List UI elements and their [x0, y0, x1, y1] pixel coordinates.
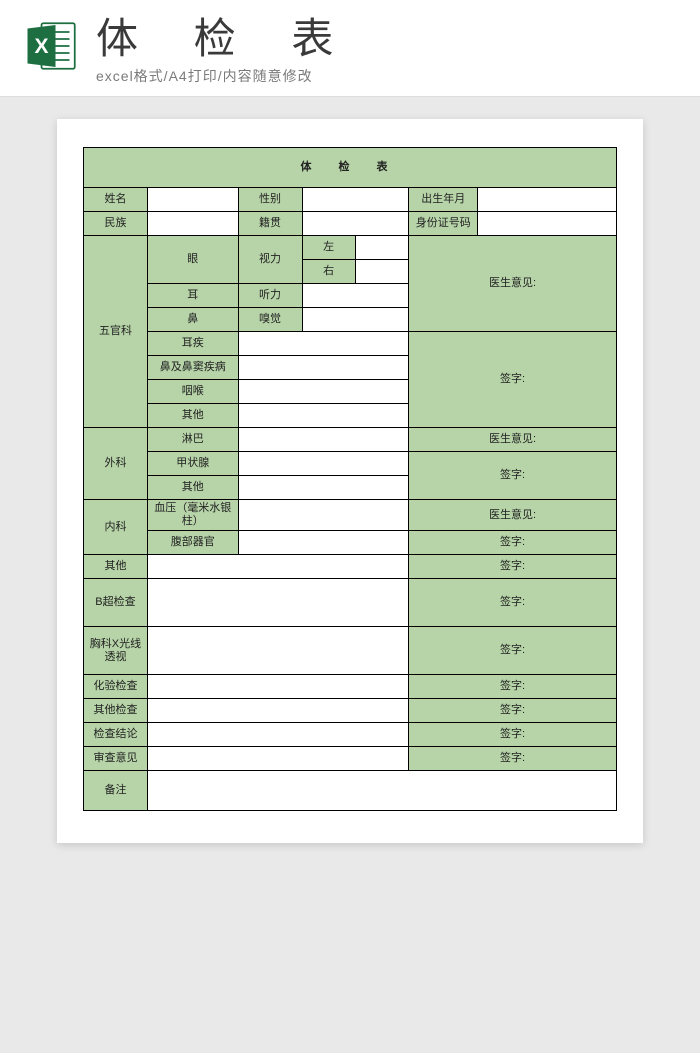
label-internal-doctor: 医生意见:	[409, 500, 617, 531]
medical-exam-table: 体 检 表 姓名 性别 出生年月 民族 籍贯 身份证号码 五官科 眼 视力 左 …	[83, 147, 617, 811]
label-abdomen: 腹部器官	[147, 531, 238, 555]
label-nose-sinus: 鼻及鼻窦疾病	[147, 356, 238, 380]
label-birth: 出生年月	[409, 188, 478, 212]
label-surgery-doctor: 医生意见:	[409, 428, 617, 452]
label-ent-sign: 签字:	[409, 332, 617, 428]
label-conclusion: 检查结论	[84, 723, 148, 747]
form-title: 体 检 表	[84, 148, 617, 188]
label-surgery-other: 其他	[147, 476, 238, 500]
field-lab[interactable]	[147, 675, 408, 699]
field-surgery-other[interactable]	[238, 476, 409, 500]
header-subtitle: excel格式/A4打印/内容随意修改	[96, 66, 676, 86]
field-bp[interactable]	[238, 500, 409, 531]
label-bultra: B超检查	[84, 579, 148, 627]
label-surgery-dept: 外科	[84, 428, 148, 500]
header-title: 体 检 表	[96, 18, 676, 60]
field-idnum[interactable]	[478, 212, 617, 236]
label-ent-doctor: 医生意见:	[409, 236, 617, 332]
field-bultra[interactable]	[147, 579, 408, 627]
label-other-exam: 其他检查	[84, 699, 148, 723]
field-eye-left[interactable]	[355, 236, 408, 260]
label-ent-other: 其他	[147, 404, 238, 428]
form-page: 体 检 表 姓名 性别 出生年月 民族 籍贯 身份证号码 五官科 眼 视力 左 …	[57, 119, 643, 843]
label-smell: 嗅觉	[238, 308, 302, 332]
field-birth[interactable]	[478, 188, 617, 212]
field-abdomen[interactable]	[238, 531, 409, 555]
field-remark[interactable]	[147, 771, 616, 811]
label-conclusion-sign: 签字:	[409, 723, 617, 747]
label-review-sign: 签字:	[409, 747, 617, 771]
label-internal-sign: 签字:	[409, 531, 617, 555]
field-smell[interactable]	[302, 308, 409, 332]
label-eye-right: 右	[302, 260, 355, 284]
field-ear-disease[interactable]	[238, 332, 409, 356]
field-other-exam[interactable]	[147, 699, 408, 723]
label-name: 姓名	[84, 188, 148, 212]
label-bultra-sign: 签字:	[409, 579, 617, 627]
field-sex[interactable]	[302, 188, 409, 212]
field-thyroid[interactable]	[238, 452, 409, 476]
field-name[interactable]	[147, 188, 238, 212]
label-surgery-sign: 签字:	[409, 452, 617, 500]
label-remark: 备注	[84, 771, 148, 811]
field-lymph[interactable]	[238, 428, 409, 452]
label-ent-dept: 五官科	[84, 236, 148, 428]
label-ear-disease: 耳疾	[147, 332, 238, 356]
label-eye-left: 左	[302, 236, 355, 260]
label-review: 审查意见	[84, 747, 148, 771]
label-sex: 性别	[238, 188, 302, 212]
field-ethnic[interactable]	[147, 212, 238, 236]
field-eye-right[interactable]	[355, 260, 408, 284]
field-conclusion[interactable]	[147, 723, 408, 747]
label-ear: 耳	[147, 284, 238, 308]
field-ent-other[interactable]	[238, 404, 409, 428]
label-hearing: 听力	[238, 284, 302, 308]
label-lymph: 淋巴	[147, 428, 238, 452]
label-vision: 视力	[238, 236, 302, 284]
label-other-exam-sign: 签字:	[409, 699, 617, 723]
field-review[interactable]	[147, 747, 408, 771]
label-other: 其他	[84, 555, 148, 579]
field-xray[interactable]	[147, 627, 408, 675]
label-bp: 血压（毫米水银柱）	[147, 500, 238, 531]
excel-icon: X	[24, 18, 80, 74]
svg-text:X: X	[34, 35, 48, 58]
label-lab-sign: 签字:	[409, 675, 617, 699]
field-throat[interactable]	[238, 380, 409, 404]
label-xray: 胸科X光线透视	[84, 627, 148, 675]
label-origin: 籍贯	[238, 212, 302, 236]
label-thyroid: 甲状腺	[147, 452, 238, 476]
label-other-sign: 签字:	[409, 555, 617, 579]
label-idnum: 身份证号码	[409, 212, 478, 236]
label-internal-dept: 内科	[84, 500, 148, 555]
field-other[interactable]	[147, 555, 408, 579]
label-lab: 化验检查	[84, 675, 148, 699]
label-xray-sign: 签字:	[409, 627, 617, 675]
label-throat: 咽喉	[147, 380, 238, 404]
field-nose-sinus[interactable]	[238, 356, 409, 380]
field-origin[interactable]	[302, 212, 409, 236]
label-nose: 鼻	[147, 308, 238, 332]
label-ethnic: 民族	[84, 212, 148, 236]
label-eye: 眼	[147, 236, 238, 284]
field-hearing[interactable]	[302, 284, 409, 308]
header-banner: X 体 检 表 excel格式/A4打印/内容随意修改	[0, 0, 700, 97]
